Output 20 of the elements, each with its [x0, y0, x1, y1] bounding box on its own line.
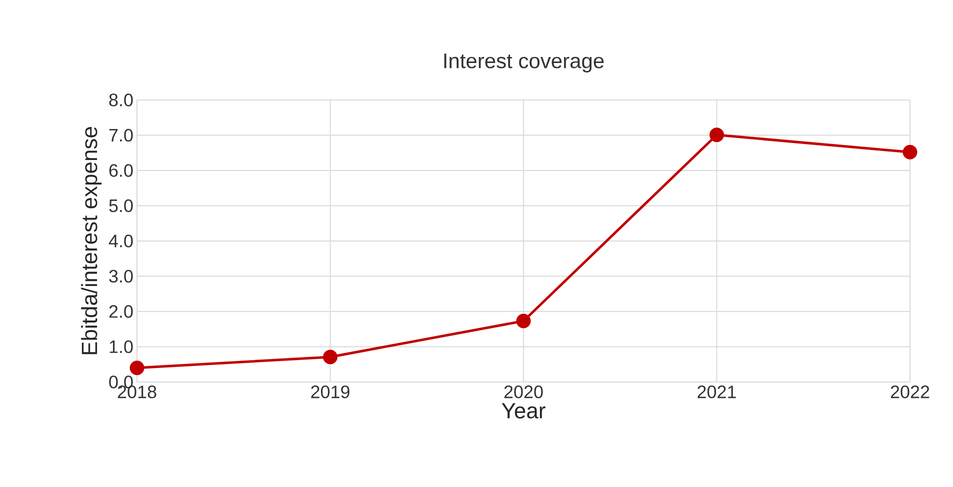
y-tick-label: 1.0 — [110, 340, 133, 354]
point — [516, 314, 531, 328]
x-tick-label: 2019 — [311, 386, 350, 398]
y-tick-label: 2.0 — [109, 305, 133, 318]
x-tick-label: 2021 — [698, 386, 736, 398]
y-tick-label: 3.0 — [109, 270, 133, 283]
y-tick-label: 5.0 — [109, 199, 133, 212]
x-axis-title: Year — [502, 403, 546, 418]
x-tick-label: 2022 — [890, 386, 930, 398]
point — [710, 128, 724, 142]
y-tick-label: 7.0 — [109, 128, 133, 142]
chart-title: Interest coverage — [444, 54, 604, 72]
y-tick-label: 8.0 — [109, 94, 133, 106]
y-tick-label: 6.0 — [109, 164, 133, 177]
point — [130, 360, 144, 376]
x-tick-label: 2020 — [504, 386, 543, 398]
y-tick-label: 4.0 — [108, 234, 133, 248]
point — [323, 350, 338, 364]
y-axis-title: Ebitda/interest expense — [81, 127, 102, 354]
point — [902, 144, 918, 160]
